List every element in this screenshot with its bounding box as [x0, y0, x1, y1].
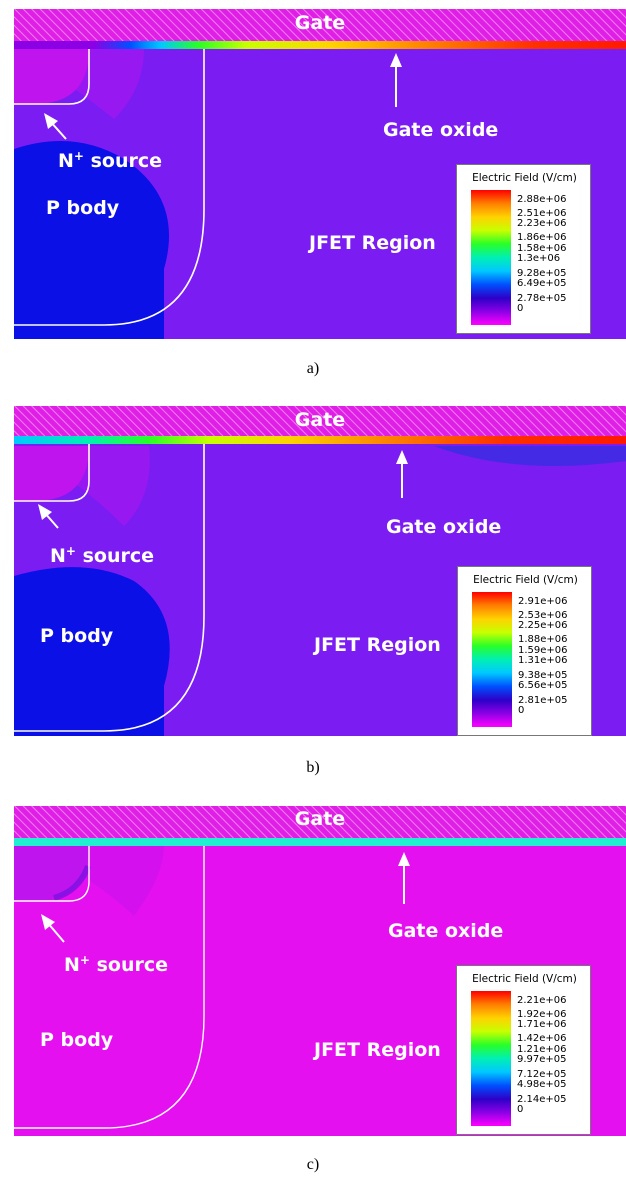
n-source-region [14, 446, 89, 501]
legend-tick: 6.56e+05 [518, 680, 568, 691]
legend-tick: 1.92e+06 [517, 1009, 567, 1020]
legend-tick: 1.59e+06 [518, 645, 568, 656]
color-legend: Electric Field (V/cm) 2.88e+06 2.51e+06 … [456, 164, 591, 334]
legend-tick: 0 [517, 1104, 524, 1115]
jfet-region-label: JFET Region [314, 634, 441, 656]
color-scale-bar [472, 592, 512, 727]
legend-tick: 9.97e+05 [517, 1054, 567, 1065]
legend-tick: 2.23e+06 [517, 218, 567, 229]
legend-tick: 6.49e+05 [517, 278, 567, 289]
panel-a: Gate N+ source P body Gate oxide JFET Re… [14, 9, 626, 339]
legend-tick: 2.14e+05 [517, 1094, 567, 1105]
p-body-label: P body [40, 1029, 114, 1051]
legend-tick: 2.51e+06 [517, 208, 567, 219]
legend-tick: 0 [517, 303, 524, 314]
gate-label: Gate [294, 409, 346, 431]
legend-tick: 1.21e+06 [517, 1044, 567, 1055]
n-source-label: N+ source [64, 953, 168, 976]
p-body-region [14, 567, 170, 736]
n-source-label: N+ source [58, 149, 162, 172]
legend-tick: 1.58e+06 [517, 243, 567, 254]
gate-oxide-layer [14, 41, 626, 49]
legend-title: Electric Field (V/cm) [472, 973, 577, 985]
jfet-region-label: JFET Region [314, 1039, 441, 1061]
legend-tick: 2.91e+06 [518, 596, 568, 607]
gate-label: Gate [294, 12, 346, 34]
n-source-region [14, 49, 89, 104]
legend-tick: 1.86e+06 [517, 232, 567, 243]
p-body-boundary [14, 846, 205, 1129]
caption-a: a) [306, 360, 320, 377]
gate-oxide-layer [14, 838, 626, 846]
legend-title: Electric Field (V/cm) [472, 172, 577, 184]
legend-tick: 1.88e+06 [518, 634, 568, 645]
legend-tick: 1.42e+06 [517, 1033, 567, 1044]
p-body-boundary [14, 49, 205, 326]
legend-tick: 0 [518, 705, 525, 716]
gate-oxide-label: Gate oxide [383, 119, 499, 141]
legend-tick: 2.21e+06 [517, 995, 567, 1006]
legend-tick: 2.78e+05 [517, 293, 567, 304]
jfet-region-label: JFET Region [309, 232, 436, 254]
legend-tick: 1.71e+06 [517, 1019, 567, 1030]
p-body-label: P body [46, 197, 120, 219]
color-scale-bar [471, 991, 511, 1126]
legend-tick: 2.53e+06 [518, 610, 568, 621]
legend-tick: 9.38e+05 [518, 670, 568, 681]
legend-tick: 2.81e+05 [518, 695, 568, 706]
n-source-boundary [14, 444, 90, 502]
legend-title: Electric Field (V/cm) [473, 574, 578, 586]
gate-electrode [14, 406, 626, 436]
p-body-label: P body [40, 625, 114, 647]
p-body-region [14, 141, 169, 339]
gate-label: Gate [294, 808, 346, 830]
n-source-label: N+ source [50, 544, 154, 567]
legend-tick: 4.98e+05 [517, 1079, 567, 1090]
gate-oxide-label: Gate oxide [386, 516, 502, 538]
legend-tick: 2.25e+06 [518, 620, 568, 631]
panel-c: Gate N+ source P body Gate oxide JFET Re… [14, 806, 626, 1136]
p-body-boundary [14, 444, 205, 732]
legend-tick: 2.88e+06 [517, 194, 567, 205]
gate-electrode [14, 9, 626, 41]
panel-b: Gate N+ source P body Gate oxide JFET Re… [14, 406, 626, 736]
n-source-boundary [14, 49, 90, 105]
gate-oxide-layer [14, 436, 626, 444]
legend-tick: 1.31e+06 [518, 655, 568, 666]
legend-tick: 7.12e+05 [517, 1069, 567, 1080]
n-source-boundary [14, 846, 90, 902]
legend-tick: 9.28e+05 [517, 268, 567, 279]
caption-c: c) [306, 1156, 320, 1173]
electric-field-map [14, 406, 626, 736]
legend-tick: 1.3e+06 [517, 253, 561, 264]
caption-b: b) [306, 759, 320, 776]
gate-oxide-label: Gate oxide [388, 920, 504, 942]
color-scale-bar [471, 190, 511, 325]
color-legend: Electric Field (V/cm) 2.21e+06 1.92e+06 … [456, 965, 591, 1135]
gate-electrode [14, 806, 626, 838]
color-legend: Electric Field (V/cm) 2.91e+06 2.53e+06 … [457, 566, 592, 736]
